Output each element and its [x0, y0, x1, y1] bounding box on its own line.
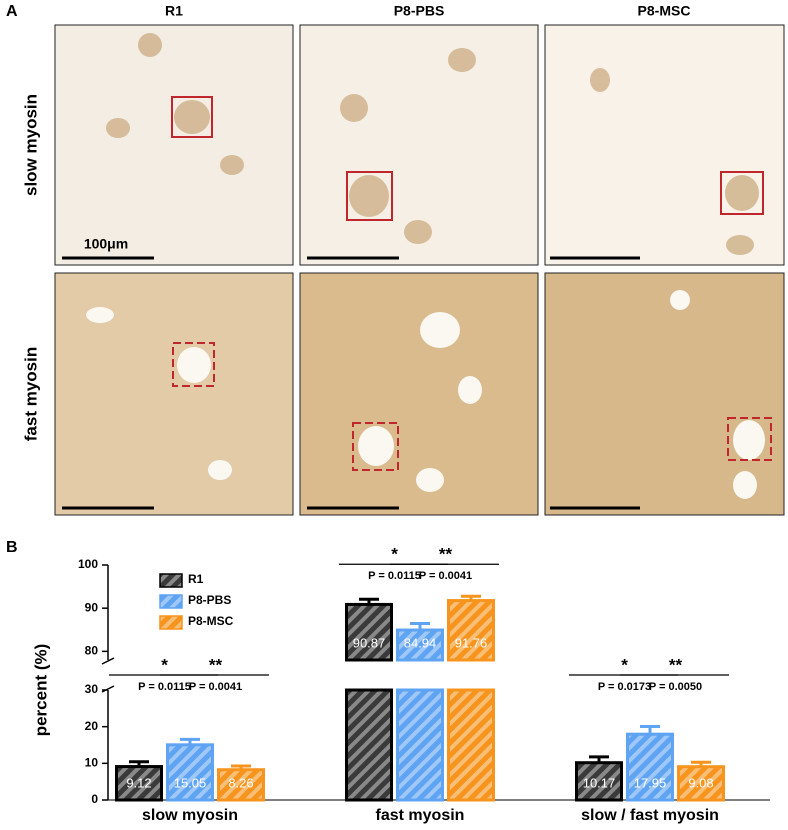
row-label: slow myosin	[21, 94, 40, 196]
legend-label: R1	[188, 572, 204, 586]
y-tick-label: 20	[85, 719, 99, 733]
significance-stars: **	[209, 655, 223, 674]
bar	[396, 688, 444, 802]
y-tick-label: 0	[91, 792, 98, 806]
stained-fibers	[106, 33, 759, 255]
p-value: P = 0.0050	[649, 681, 702, 693]
bar	[345, 688, 393, 802]
legend-label: P8-MSC	[188, 614, 234, 628]
legend-label: P8-PBS	[188, 593, 231, 607]
value-label: 90.87	[353, 635, 386, 650]
y-tick-label: 100	[78, 557, 98, 571]
unstained-fibers	[86, 290, 765, 499]
axis-break	[101, 685, 115, 693]
x-tick-label: slow / fast myosin	[581, 807, 719, 824]
significance-stars: *	[391, 545, 398, 564]
legend-swatch	[159, 615, 183, 630]
bar	[626, 732, 674, 802]
column-label: P8-MSC	[638, 3, 691, 19]
bar	[217, 768, 265, 802]
bar	[447, 688, 495, 802]
scale-label: 100μm	[84, 236, 128, 252]
value-label: 91.76	[455, 635, 488, 650]
y-tick-label: 90	[85, 600, 99, 614]
micrograph	[54, 24, 294, 266]
column-label: R1	[165, 3, 183, 19]
p-value: P = 0.0115	[138, 681, 191, 693]
bar	[166, 743, 214, 802]
y-tick-label: 10	[85, 756, 99, 770]
y-tick-label: 80	[85, 644, 99, 658]
scale-bars	[62, 256, 640, 510]
bar-chart: 0 10 20 30 80 90 100 slow myosin 9.12 15.05 8.26 * P…	[78, 545, 770, 824]
significance-stars: *	[161, 655, 168, 674]
significance-stars: **	[439, 545, 453, 564]
panel-label: A	[6, 3, 18, 20]
axis-break	[101, 657, 115, 665]
legend-swatch	[159, 573, 183, 588]
p-value: P = 0.0173	[598, 681, 651, 693]
x-tick-label: slow myosin	[142, 807, 238, 824]
value-label: 9.12	[126, 775, 151, 790]
significance-stars: **	[669, 655, 683, 674]
micrograph-grid	[54, 24, 785, 516]
x-tick-label: fast myosin	[376, 807, 465, 824]
row-label: fast myosin	[21, 347, 40, 441]
y-axis-label: percent (%)	[31, 644, 50, 737]
micrograph	[299, 272, 539, 516]
legend-swatch	[159, 594, 183, 609]
bar	[575, 761, 623, 802]
y-tick-label: 30	[85, 682, 99, 696]
p-value: P = 0.0115	[368, 570, 421, 582]
column-label: P8-PBS	[394, 3, 445, 19]
value-label: 8.26	[228, 775, 253, 790]
bar	[677, 765, 725, 802]
bar	[447, 599, 495, 662]
roi-boxes	[171, 96, 772, 471]
micrograph	[544, 24, 785, 266]
p-value: P = 0.0041	[189, 681, 242, 693]
bar	[396, 628, 444, 662]
bar	[345, 602, 393, 662]
value-label: 84.94	[404, 635, 437, 650]
value-label: 10.17	[583, 775, 616, 790]
value-label: 9.08	[688, 775, 713, 790]
significance-stars: *	[621, 655, 628, 674]
panel-label: B	[6, 539, 18, 556]
p-value: P = 0.0041	[419, 570, 472, 582]
bar	[115, 765, 163, 802]
value-label: 17.95	[634, 775, 667, 790]
value-label: 15.05	[174, 775, 207, 790]
